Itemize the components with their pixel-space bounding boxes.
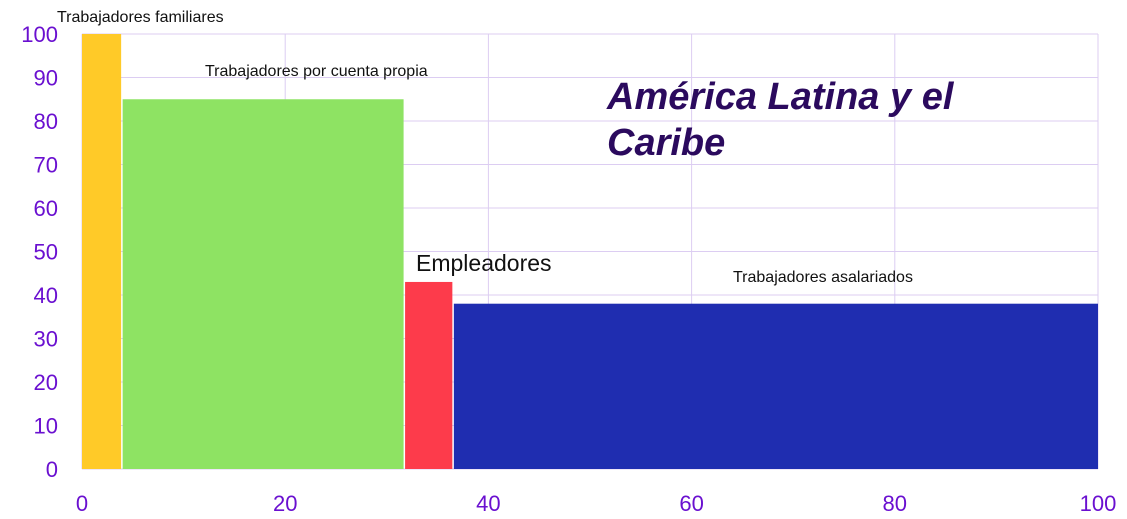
y-tick-label: 30 xyxy=(34,326,58,351)
y-tick-label: 70 xyxy=(34,152,58,177)
bar-label: Trabajadores asalariados xyxy=(733,269,913,286)
bar-label: Trabajadores familiares xyxy=(57,9,224,26)
y-tick-label: 80 xyxy=(34,109,58,134)
x-tick-label: 20 xyxy=(273,491,297,516)
x-tick-label: 100 xyxy=(1080,491,1117,516)
y-tick-label: 40 xyxy=(34,283,58,308)
bar xyxy=(82,34,122,469)
x-tick-label: 60 xyxy=(679,491,703,516)
bar xyxy=(405,281,453,469)
x-tick-label: 0 xyxy=(76,491,88,516)
y-tick-label: 60 xyxy=(34,196,58,221)
bar xyxy=(453,303,1099,469)
chart-title: América Latina y el Caribe xyxy=(607,76,954,164)
y-tick-label: 50 xyxy=(34,239,58,264)
bar-label: Trabajadores por cuenta propia xyxy=(205,63,428,80)
bar-label: Empleadores xyxy=(416,250,552,276)
y-tick-label: 90 xyxy=(34,65,58,90)
y-tick-label: 100 xyxy=(21,22,58,47)
y-tick-label: 0 xyxy=(46,457,58,482)
bar xyxy=(122,99,404,469)
x-tick-label: 40 xyxy=(476,491,500,516)
x-tick-label: 80 xyxy=(883,491,907,516)
y-tick-label: 20 xyxy=(34,370,58,395)
y-tick-label: 10 xyxy=(34,413,58,438)
